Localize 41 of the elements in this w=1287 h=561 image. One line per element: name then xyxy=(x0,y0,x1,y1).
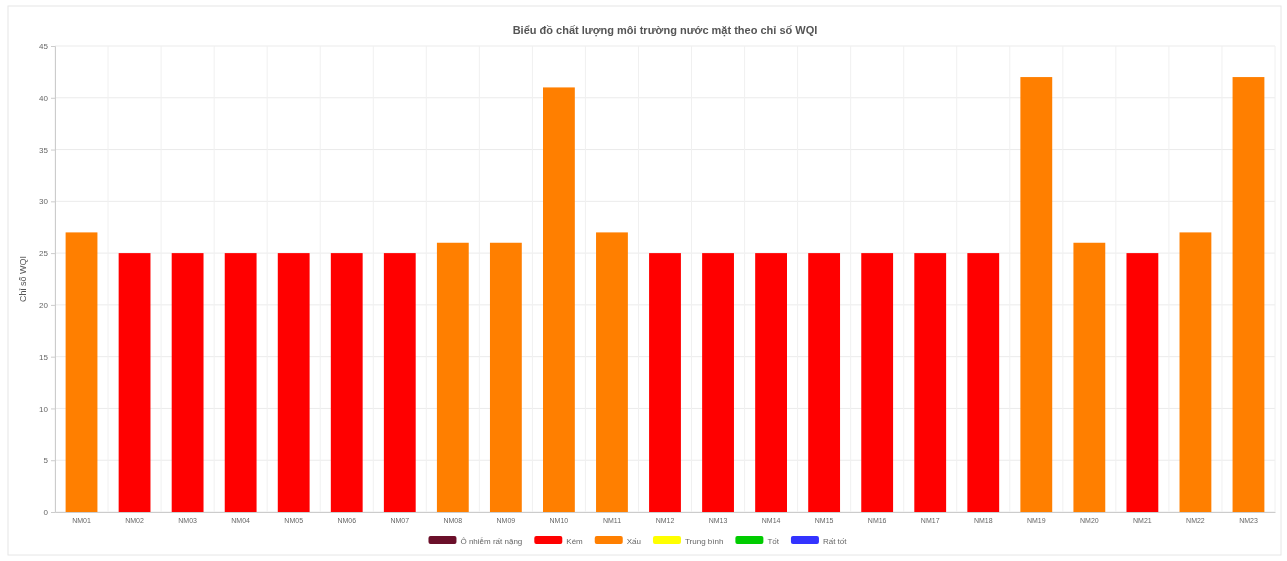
bar xyxy=(702,253,734,512)
bar xyxy=(967,253,1000,512)
y-tick-label: 15 xyxy=(39,352,49,362)
bar xyxy=(543,87,575,512)
bar xyxy=(596,232,628,512)
legend-label: Trung bình xyxy=(684,536,724,546)
y-tick-label: 25 xyxy=(39,249,49,259)
y-tick-label: 5 xyxy=(43,456,49,466)
bar xyxy=(1020,77,1053,512)
y-tick-label: 20 xyxy=(39,300,49,310)
y-tick-label: 45 xyxy=(39,42,49,52)
bar xyxy=(330,253,363,512)
bar xyxy=(1232,77,1265,512)
bar xyxy=(914,253,947,512)
y-tick-label: 30 xyxy=(39,197,49,207)
y-tick-label: 35 xyxy=(39,145,49,155)
bar xyxy=(1179,232,1212,512)
bar xyxy=(383,253,416,512)
bar xyxy=(277,253,310,512)
bar xyxy=(436,242,469,512)
bar xyxy=(65,232,98,512)
bar xyxy=(755,253,787,512)
y-tick-label: 10 xyxy=(39,404,49,414)
bar xyxy=(649,253,681,512)
y-tick-label: 40 xyxy=(39,93,49,103)
legend-label: Rất tốt xyxy=(822,536,848,546)
bar xyxy=(1126,253,1159,512)
legend-label: Kém xyxy=(566,536,584,546)
bar xyxy=(118,253,151,512)
bar xyxy=(1073,242,1106,512)
bar xyxy=(489,242,522,512)
y-tick-label: 0 xyxy=(43,508,49,518)
bar xyxy=(808,253,841,512)
bar xyxy=(224,253,257,512)
legend-label: Tốt xyxy=(767,536,780,546)
y-axis-title: Chỉ số WQI xyxy=(18,255,28,303)
legend-label: Ô nhiễm rất nặng xyxy=(460,536,523,546)
bar xyxy=(861,253,894,512)
legend-label: Xấu xyxy=(626,536,641,546)
chart-title: Biểu đồ chất lượng môi trường nước mặt theo chỉ số WQI xyxy=(512,24,818,37)
bar xyxy=(171,253,204,512)
